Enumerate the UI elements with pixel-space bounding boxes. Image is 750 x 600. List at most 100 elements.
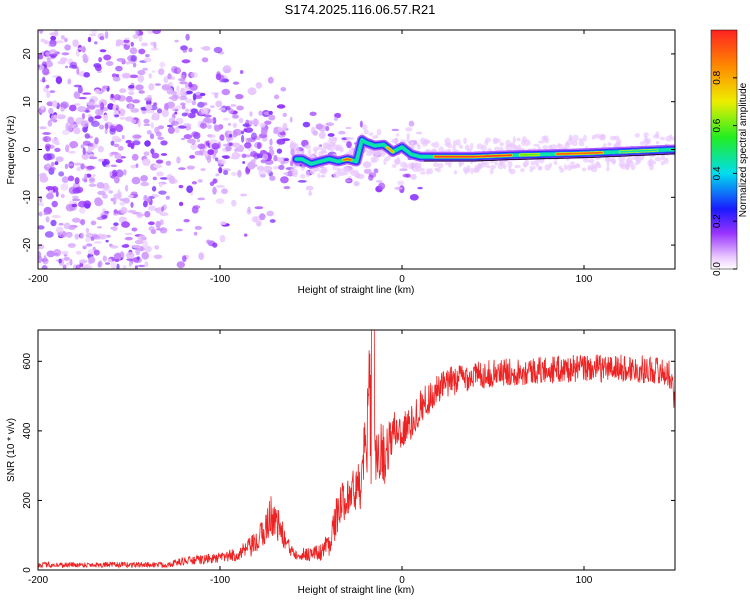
speckle-mark (160, 153, 168, 156)
speckle-mark (168, 118, 173, 123)
halo-mark (660, 161, 665, 166)
speckle-mark (166, 101, 175, 109)
speckle-mark (191, 131, 199, 138)
speckle-mark (144, 97, 153, 102)
speckle-mark (263, 165, 273, 172)
speckle-mark (55, 76, 63, 84)
speckle-mark (155, 159, 164, 164)
speckle-mark (38, 245, 41, 250)
speckle-mark (99, 36, 105, 41)
speckle-mark (82, 53, 88, 60)
colorbar-tick-label: 0.2 (712, 214, 723, 228)
speckle-mark (256, 153, 264, 159)
speckle-mark (253, 158, 257, 164)
speckle-mark (119, 116, 126, 120)
halo-mark (661, 154, 666, 161)
speckle-mark (147, 30, 154, 35)
speckle-mark (197, 143, 206, 150)
speckle-mark (209, 181, 215, 187)
halo-mark (582, 134, 587, 142)
speckle-mark (58, 171, 65, 177)
speckle-mark (215, 100, 223, 108)
speckle-mark (60, 35, 65, 40)
speckle-mark (247, 148, 254, 152)
speckle-mark (80, 144, 85, 149)
halo-mark (655, 131, 660, 137)
spectrogram-ytick-label: -20 (22, 237, 33, 252)
speckle-mark (244, 142, 252, 149)
speckle-mark (148, 221, 155, 226)
speckle-mark (222, 155, 230, 160)
halo-mark (300, 165, 305, 171)
speckle-mark (186, 165, 195, 170)
speckle-mark (255, 82, 263, 89)
halo-mark (376, 128, 382, 136)
halo-mark (372, 156, 379, 163)
speckle-mark (107, 258, 113, 263)
speckle-mark (232, 122, 238, 129)
speckle-mark (231, 152, 240, 160)
speckle-mark (260, 127, 268, 136)
halo-mark (300, 173, 306, 179)
speckle-mark (209, 105, 215, 108)
speckle-mark (109, 245, 119, 249)
speckle-mark (290, 148, 295, 156)
speckle-mark (93, 241, 102, 244)
speckle-mark (82, 92, 91, 95)
speckle-mark (84, 110, 91, 113)
speckle-mark (58, 258, 62, 264)
halo-mark (549, 162, 552, 168)
speckle-mark (258, 110, 263, 116)
speckle-mark (318, 131, 326, 139)
speckle-mark (247, 161, 256, 170)
speckle-mark (193, 231, 198, 236)
speckle-mark (218, 167, 223, 174)
speckle-mark (159, 177, 169, 180)
speckle-mark (125, 139, 132, 144)
speckle-mark (167, 73, 172, 80)
speckle-mark (112, 76, 121, 82)
speckle-mark (97, 190, 106, 196)
speckle-mark (54, 114, 58, 120)
speckle-mark (103, 54, 112, 61)
speckle-mark (218, 107, 226, 111)
speckle-mark (163, 76, 169, 84)
speckle-mark (81, 46, 86, 53)
speckle-mark (192, 205, 201, 209)
speckle-mark (90, 256, 95, 262)
speckle-mark (282, 112, 287, 117)
speckle-mark (71, 65, 78, 69)
speckle-mark (211, 143, 220, 150)
speckle-mark (156, 108, 163, 114)
speckle-mark (38, 109, 46, 113)
halo-mark (618, 155, 626, 163)
tone-hot-core (519, 153, 540, 156)
halo-mark (588, 158, 595, 164)
speckle-mark (200, 47, 205, 50)
tone-hot-core (386, 146, 394, 153)
halo-mark (594, 133, 601, 139)
speckle-mark (273, 154, 278, 162)
speckle-mark (65, 122, 69, 131)
speckle-mark (229, 134, 233, 138)
speckle-mark (161, 84, 171, 91)
speckle-mark (101, 214, 108, 219)
speckle-mark (179, 95, 188, 101)
snr-axes: -200 -100 0 100 0 200 400 600 (22, 330, 675, 586)
halo-mark (470, 167, 474, 174)
speckle-mark (190, 108, 198, 114)
halo-mark (524, 139, 531, 146)
speckle-mark (98, 57, 102, 63)
halo-mark (659, 136, 666, 141)
speckle-mark (74, 177, 80, 185)
halo-mark (470, 142, 474, 150)
halo-mark (489, 167, 494, 175)
speckle-mark (202, 102, 208, 106)
snr-frame (37, 329, 676, 571)
speckle-mark (41, 265, 48, 269)
speckle-mark (121, 244, 130, 248)
speckle-mark (62, 129, 70, 136)
speckle-mark (94, 41, 98, 45)
halo-mark (512, 136, 516, 144)
colorbar-tick-label: 0.0 (712, 262, 723, 276)
